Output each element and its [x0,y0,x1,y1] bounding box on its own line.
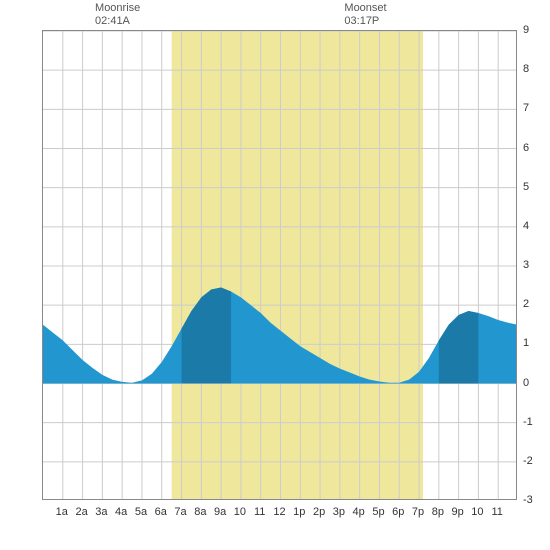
y-tick: 1 [523,337,529,349]
tide-chart: Moonrise 02:41A Moonset 03:17P 1a 2a 3a 4a 5… [0,0,550,550]
y-tick: 6 [523,142,529,154]
x-tick: 6p [392,506,404,518]
y-tick: 0 [523,377,529,389]
x-tick: 3p [333,506,345,518]
y-tick: 8 [523,63,529,75]
moonset-title: Moonset [344,2,386,15]
x-tick: 9a [214,506,226,518]
moonrise-label: Moonrise 02:41A [95,2,140,28]
x-tick: 4a [115,506,127,518]
y-tick: -1 [523,416,533,428]
y-tick: 4 [523,220,529,232]
x-tick: 7p [412,506,424,518]
plot-svg [43,31,517,500]
x-tick: 12 [273,506,285,518]
x-tick: 5a [135,506,147,518]
plot-area [42,30,517,500]
x-tick: 11 [254,506,265,518]
y-tick: 2 [523,298,529,310]
x-tick: 2a [75,506,87,518]
x-tick: 2p [313,506,325,518]
x-tick: 8p [432,506,444,518]
moonset-label: Moonset 03:17P [344,2,386,28]
x-tick: 7a [174,506,186,518]
moonrise-time: 02:41A [95,15,140,28]
y-tick: 5 [523,181,529,193]
y-tick: 9 [523,24,529,36]
x-tick: 11 [491,506,502,518]
x-tick: 9p [452,506,464,518]
moonrise-title: Moonrise [95,2,140,15]
x-tick: 5p [372,506,384,518]
moonset-time: 03:17P [344,15,386,28]
x-tick: 10 [471,506,483,518]
x-tick: 1a [56,506,68,518]
y-tick: 7 [523,102,529,114]
y-tick: 3 [523,259,529,271]
x-tick: 1p [293,506,305,518]
x-tick: 6a [155,506,167,518]
x-tick: 3a [95,506,107,518]
x-tick: 8a [194,506,206,518]
y-tick: -3 [523,494,533,506]
x-tick: 4p [353,506,365,518]
x-tick: 10 [234,506,246,518]
y-tick: -2 [523,455,533,467]
